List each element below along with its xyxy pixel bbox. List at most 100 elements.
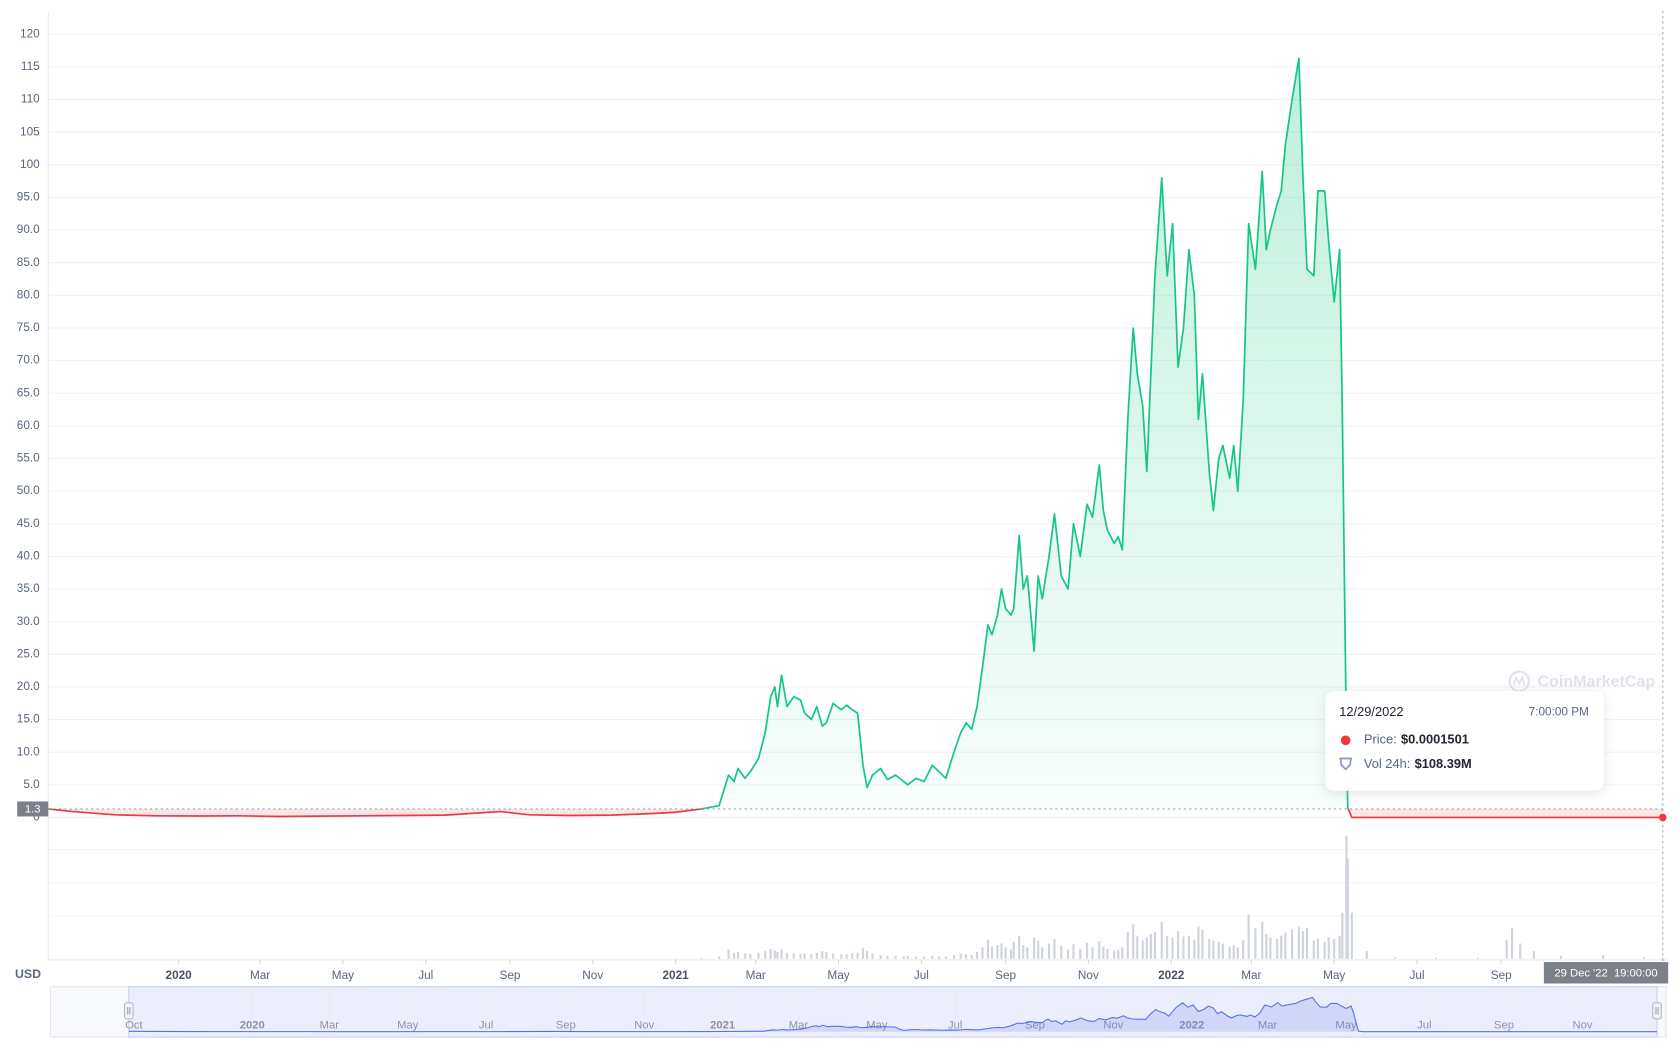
volume-bar — [1212, 940, 1215, 959]
volume-bar — [1117, 949, 1120, 959]
x-tick-label: Jul — [914, 969, 929, 982]
volume-bar — [757, 952, 760, 959]
navigator-tick-label: Jul — [1417, 1019, 1431, 1031]
volume-bar — [1098, 941, 1101, 959]
volume-bar — [1041, 947, 1044, 959]
volume-bar — [1121, 947, 1124, 959]
navigator-tick-label: Mar — [1258, 1019, 1278, 1031]
crosshair-label-box — [1543, 962, 1669, 984]
x-tick-label: May — [1323, 969, 1345, 982]
volume-bar — [970, 955, 973, 959]
tooltip-volume-icon — [1339, 757, 1353, 771]
volume-bar — [981, 947, 984, 959]
volume-bar — [1197, 926, 1200, 959]
price-area — [48, 58, 1663, 818]
volume-bar — [1009, 949, 1013, 959]
volume-bar — [996, 945, 999, 959]
x-tick-label: Sep — [995, 969, 1016, 982]
volume-bar — [1217, 941, 1220, 959]
volume-bar — [1559, 955, 1563, 959]
tooltip-volume-label: Vol 24h: — [1364, 756, 1410, 771]
y-tick-label: 90.0 — [17, 223, 40, 236]
volume-bar — [769, 948, 772, 959]
price-line — [48, 57, 1663, 819]
tooltip-volume: Vol 24h: $108.39M — [1364, 756, 1472, 771]
y-tick-label: 65.0 — [17, 386, 40, 399]
volume-bar — [1477, 957, 1480, 959]
x-tick-label: May — [332, 969, 354, 982]
volume-bar — [1102, 946, 1105, 959]
volume-bar — [959, 953, 962, 959]
navigator-tick-label: Nov — [634, 1019, 654, 1031]
navigator-tick-label: Sep — [556, 1019, 576, 1031]
volume-bar — [1106, 948, 1109, 959]
y-tick-label: 15.0 — [17, 713, 40, 726]
y-tick-label: 110 — [21, 93, 40, 106]
volume-bar — [815, 952, 818, 959]
volume-bar — [1333, 938, 1336, 959]
y-tick-label: 5.0 — [23, 778, 40, 791]
navigator-tick-label: Jul — [948, 1019, 962, 1031]
y-tick-label: 40.0 — [17, 550, 40, 563]
volume-bar — [894, 955, 897, 959]
volume-bar — [1012, 941, 1015, 959]
volume-bar — [866, 951, 869, 959]
volume-bar — [1254, 928, 1257, 959]
navigator-tick-label: Jul — [479, 1019, 493, 1031]
volume-bar — [717, 956, 721, 959]
y-tick-label: 100 — [20, 158, 40, 171]
volume-bar — [1316, 938, 1319, 959]
volume-bar — [792, 953, 795, 959]
y-tick-label: 30.0 — [17, 615, 40, 628]
volume-bar — [1297, 926, 1300, 959]
volume-bar — [1187, 935, 1190, 959]
volume-bar — [965, 954, 968, 959]
volume-bar — [780, 949, 783, 959]
volume-bar — [1269, 937, 1272, 959]
volume-bar — [832, 953, 835, 959]
x-tick-label: Jul — [418, 969, 433, 982]
volume-bar — [1345, 835, 1348, 959]
navigator-handle[interactable] — [1652, 1002, 1662, 1020]
volume-bar — [1511, 928, 1514, 959]
tooltip-time: 7:00:00 PM — [1529, 706, 1589, 719]
navigator-line — [128, 996, 1658, 1033]
volume-bar — [1149, 934, 1152, 959]
volume-bar — [1033, 937, 1036, 959]
volume-bar — [1047, 943, 1051, 959]
navigator-handle[interactable] — [123, 1002, 134, 1020]
volume-bar — [1265, 934, 1268, 959]
volume-bar — [1053, 938, 1056, 959]
navigator-tick-label: Mar — [320, 1019, 340, 1031]
volume-bar — [937, 956, 941, 959]
navigator-tick-label: 2020 — [240, 1019, 265, 1031]
watermark: CoinMarketCap — [1508, 670, 1655, 693]
y-tick-label: 35.0 — [17, 582, 40, 595]
volume-bar — [1026, 947, 1029, 959]
tooltip-price: Price: $0.0001501 — [1364, 732, 1469, 747]
volume-bar — [1141, 940, 1144, 959]
watermark-text: CoinMarketCap — [1537, 673, 1655, 691]
x-tick-label: Mar — [746, 969, 766, 982]
volume-bar — [821, 951, 824, 959]
volume-bar — [1519, 943, 1522, 959]
volume-bar — [1145, 937, 1148, 959]
x-tick-label: May — [827, 969, 849, 982]
volume-bar — [1532, 951, 1535, 959]
volume-bar — [871, 953, 874, 959]
volume-bar — [1171, 937, 1174, 959]
volume-bar — [1327, 937, 1330, 959]
navigator-tick-label: Sep — [1025, 1019, 1045, 1031]
volume-bar — [861, 948, 865, 959]
volume-bar — [1341, 912, 1344, 959]
y-tick-label: 115 — [21, 60, 40, 73]
volume-bar — [851, 953, 854, 959]
volume-bar — [914, 956, 918, 959]
y-tick-label: 80.0 — [17, 288, 40, 301]
volume-bar — [1642, 957, 1645, 959]
volume-bar — [902, 956, 905, 959]
watermark-logo — [1508, 670, 1530, 693]
volume-bar — [886, 955, 889, 959]
